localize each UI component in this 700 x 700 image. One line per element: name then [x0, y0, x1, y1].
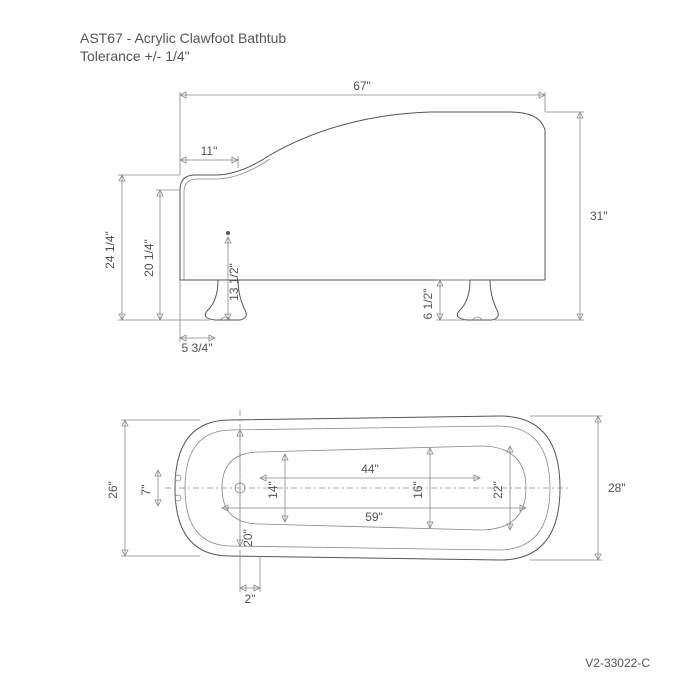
dim-inner-width-left: 14" [266, 454, 288, 522]
svg-text:44": 44" [361, 462, 379, 476]
svg-text:2": 2" [245, 592, 256, 606]
svg-text:26": 26" [106, 481, 120, 499]
dim-inner-width-mid: 16" [411, 448, 433, 528]
dim-faucet-holes: 2" [240, 556, 260, 606]
drawing-canvas: 67" 11" 31" 24 1/4" [0, 0, 700, 700]
svg-text:59": 59" [365, 510, 383, 524]
dim-left-height: 24 1/4" [103, 175, 210, 320]
dim-basin-length: 44" [260, 462, 480, 481]
svg-text:31": 31" [590, 209, 608, 223]
dim-inner-length: 59" [222, 505, 526, 524]
dim-inner-width-right: 22" [491, 446, 513, 530]
dim-right-height: 31" [495, 112, 608, 320]
svg-text:20": 20" [241, 529, 255, 547]
svg-text:11": 11" [201, 144, 218, 158]
dim-drain-offset: 7" [139, 470, 161, 506]
svg-text:7": 7" [139, 485, 153, 496]
svg-text:24 1/4": 24 1/4" [103, 231, 117, 269]
svg-text:5 3/4": 5 3/4" [182, 341, 213, 355]
top-view: 26" 7" 28" 22" [106, 410, 626, 606]
svg-text:67": 67" [353, 79, 371, 93]
dim-rim-width: 20" [237, 430, 255, 547]
side-view: 67" 11" 31" 24 1/4" [103, 79, 608, 355]
svg-text:14": 14" [266, 481, 280, 499]
svg-text:13 1/2": 13 1/2" [227, 263, 241, 301]
dim-overall-length: 67" [180, 79, 545, 175]
dim-foot-height: 6 1/2" [421, 280, 470, 320]
claw-foot-right [457, 280, 498, 320]
svg-text:6 1/2": 6 1/2" [421, 289, 435, 320]
svg-text:28": 28" [608, 481, 626, 495]
svg-text:20 1/4": 20 1/4" [142, 239, 156, 277]
svg-text:16": 16" [411, 481, 425, 499]
dim-left-inset: 11" [180, 144, 238, 168]
dim-foot-inset: 5 3/4" [180, 280, 215, 355]
svg-text:22": 22" [491, 481, 505, 499]
dim-drain-height: 13 1/2" [225, 231, 241, 320]
dim-left-inner-height: 20 1/4" [142, 190, 180, 320]
